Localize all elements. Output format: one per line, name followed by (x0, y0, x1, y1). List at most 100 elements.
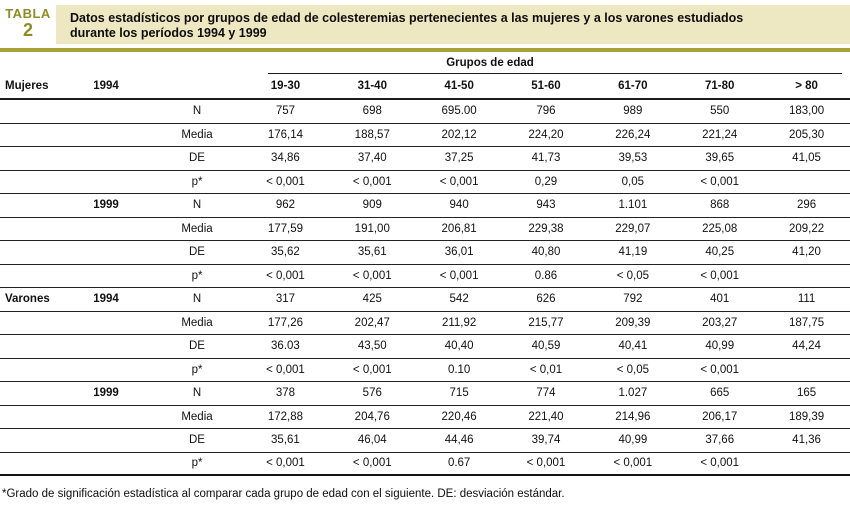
stat-label: DE (189, 340, 205, 353)
age-group-header-cell: > 80 (795, 80, 818, 92)
value-cell: 868 (710, 199, 730, 212)
value-cell: 36,01 (444, 246, 474, 259)
age-group-header-cell: 71-80 (705, 80, 735, 92)
value-cell: 172,88 (267, 410, 304, 423)
year-label: 1994 (93, 80, 119, 92)
value-cell: 226,24 (615, 128, 651, 141)
value-cell: 206,81 (441, 222, 477, 235)
value-cell: 221,40 (528, 410, 564, 423)
table-row: p* < 0,001 < 0,001 < 0,001 0.86 < 0,05 < 0,001 (0, 265, 850, 288)
stat-label: Media (181, 316, 213, 329)
value-cell: 37,66 (705, 434, 735, 447)
table-label-block: TABLA 2 (0, 5, 56, 44)
stat-label: DE (189, 152, 205, 165)
value-cell: < 0,001 (352, 269, 392, 282)
value-cell: < 0,001 (439, 175, 479, 188)
table-row: p* < 0,001 < 0,001 < 0,001 0,29 0,05 < 0,001 (0, 171, 850, 194)
value-cell: < 0,05 (616, 363, 649, 376)
value-cell: 36.03 (271, 340, 300, 353)
value-cell: 183,00 (788, 105, 825, 118)
table-row: 1999 N 962 909 940 943 1.101 868 296 (0, 194, 850, 218)
value-cell: 40,25 (705, 246, 735, 259)
value-cell: < 0,001 (352, 457, 392, 470)
value-cell: 189,39 (788, 410, 825, 423)
value-cell: 41,05 (792, 152, 821, 165)
value-cell: 757 (275, 105, 296, 118)
value-cell: 177,26 (267, 316, 304, 329)
value-cell: 41,36 (792, 434, 821, 447)
value-cell: 39,74 (531, 434, 561, 447)
value-cell: 296 (796, 199, 817, 212)
stat-label: Media (181, 222, 213, 235)
stat-label: Media (181, 410, 213, 423)
value-cell: 0.67 (447, 457, 471, 470)
value-cell: 1.101 (618, 199, 648, 212)
value-cell: < 0,001 (352, 363, 392, 376)
table-row: N 757 698 695.00 796 989 550 183,00 (0, 100, 850, 124)
value-cell: 962 (275, 199, 296, 212)
value-cell: 209,39 (615, 316, 651, 329)
value-cell: 44,24 (792, 340, 821, 353)
age-group-header-cell: 19-30 (270, 80, 301, 92)
value-cell: 0,29 (534, 175, 558, 188)
value-cell: 37,25 (444, 152, 474, 165)
table-row: p* < 0,001 < 0,001 0.67 < 0,001 < 0,001 < 0,00… (0, 453, 850, 476)
value-cell: 943 (536, 199, 556, 212)
header-divider-rule (0, 48, 850, 52)
table-title-line1: Datos estadísticos por grupos de edad de… (70, 11, 744, 25)
stat-label: p* (191, 175, 203, 188)
value-cell: 220,46 (441, 410, 477, 423)
table-row: Media 176,14 188,57 202,12 224,20 226,24 221,2… (0, 124, 850, 147)
value-cell: 206,17 (702, 410, 738, 423)
age-group-header-cell: 31-40 (357, 80, 387, 92)
value-cell: 202,12 (441, 128, 477, 141)
value-cell: 35,62 (271, 246, 300, 259)
table-row: DE 35,62 35,61 36,01 40,80 41,19 40,25 41,20 (0, 241, 850, 265)
value-cell: < 0,001 (526, 457, 566, 470)
value-cell: 40,59 (531, 340, 561, 353)
table-title-band: Datos estadísticos por grupos de edad de… (56, 5, 850, 44)
table-row: Media 177,59 191,00 206,81 229,38 229,07 225,0… (0, 218, 850, 241)
value-cell: < 0,001 (266, 363, 305, 376)
year-label: 1999 (93, 387, 119, 400)
value-cell: 221,24 (702, 128, 738, 141)
value-cell: 225,08 (702, 222, 738, 235)
value-cell: 40,99 (618, 434, 648, 447)
table-row: DE 36.03 43,50 40,40 40,59 40,41 40,99 44,24 (0, 335, 850, 359)
value-cell: 41,73 (531, 152, 561, 165)
value-cell: 46,04 (357, 434, 387, 447)
table-label-number: 2 (22, 20, 33, 40)
value-cell: 224,20 (528, 128, 564, 141)
table-row: p* < 0,001 < 0,001 0.10 < 0,01 < 0,05 < 0,001 (0, 359, 850, 382)
table-title-line2: durante los períodos 1994 y 1999 (70, 26, 267, 40)
value-cell: 35,61 (271, 434, 300, 447)
value-cell: 37,40 (357, 152, 387, 165)
value-cell: < 0,001 (700, 269, 740, 282)
value-cell: 576 (362, 387, 382, 400)
value-cell: 909 (362, 199, 382, 212)
stat-label: p* (191, 457, 203, 470)
value-cell: 940 (449, 199, 469, 212)
value-cell: 774 (536, 387, 556, 400)
value-cell: 111 (797, 293, 816, 306)
age-group-header-cell: 51-60 (531, 80, 561, 92)
value-cell: 0,05 (621, 175, 645, 188)
value-cell: < 0,001 (613, 457, 653, 470)
value-cell: 0.86 (534, 269, 558, 282)
table-row: Media 177,26 202,47 211,92 215,77 209,39 203,2… (0, 312, 850, 335)
value-cell: 39,65 (705, 152, 735, 165)
section-label-mujeres: Mujeres (5, 80, 49, 92)
value-cell: 229,07 (615, 222, 651, 235)
column-header-row: Mujeres 1994 19-30 31-40 41-50 51-60 61-70 71… (0, 74, 850, 100)
stat-label: N (192, 293, 202, 306)
value-cell: 698 (362, 105, 382, 118)
stat-label: DE (189, 246, 205, 259)
value-cell: 188,57 (354, 128, 390, 141)
value-cell: 715 (449, 387, 469, 400)
value-cell: 229,38 (528, 222, 564, 235)
value-cell: 34,86 (271, 152, 300, 165)
value-cell: < 0,001 (439, 269, 479, 282)
value-cell: 317 (275, 293, 296, 306)
table-row: Media 172,88 204,76 220,46 221,40 214,96 206,1… (0, 406, 850, 429)
value-cell: 165 (796, 387, 817, 400)
